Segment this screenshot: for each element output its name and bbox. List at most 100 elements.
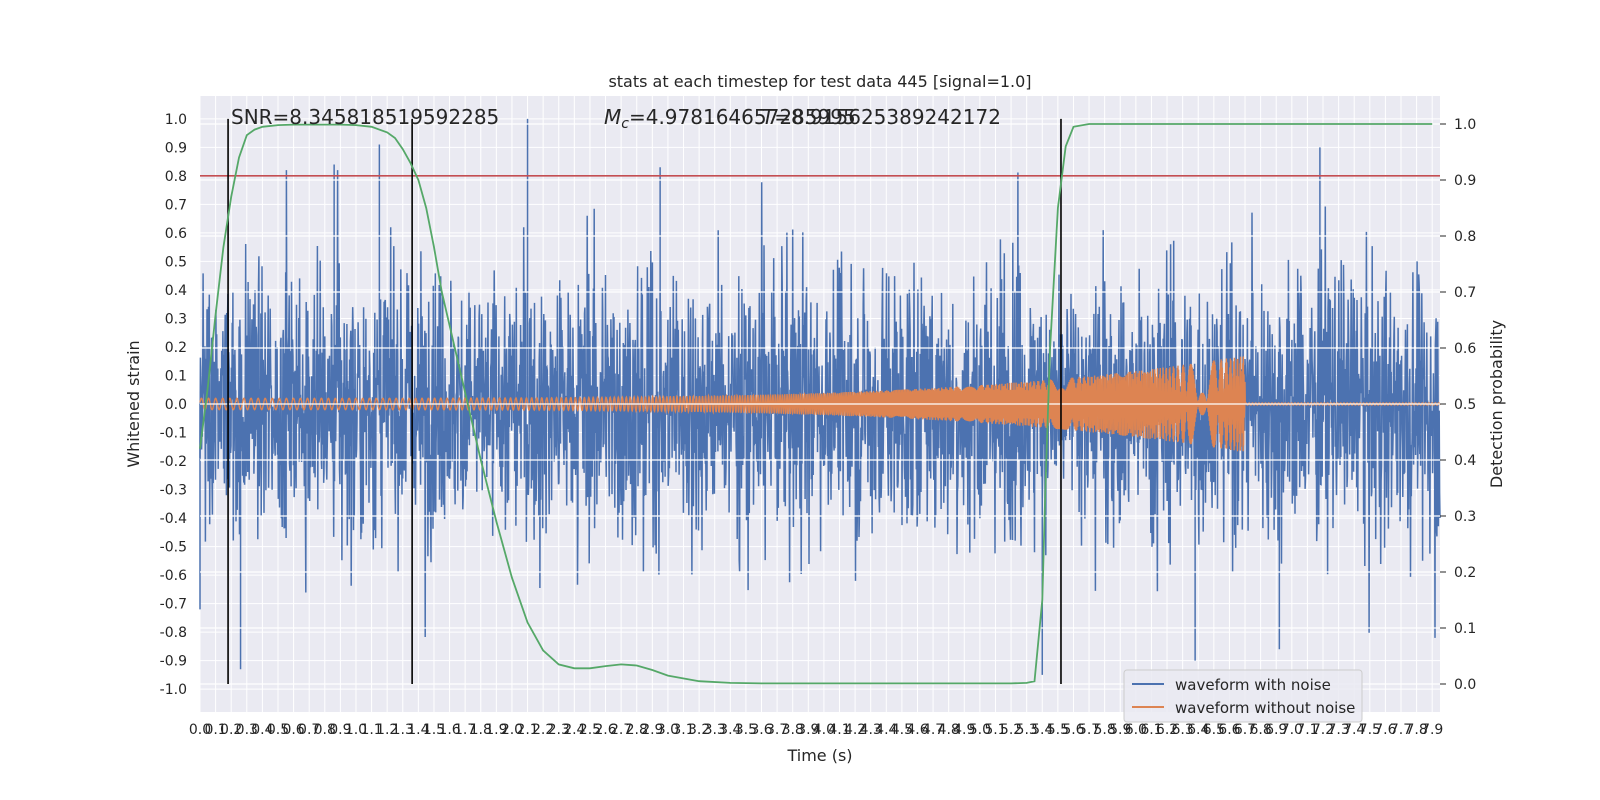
x-tick-label: 0.6 bbox=[282, 722, 304, 738]
x-tick-label: 4.0 bbox=[813, 722, 835, 738]
y-right-tick-label: 0.7 bbox=[1454, 285, 1476, 301]
t-annotation: T=8.915625389242172 bbox=[762, 105, 1001, 129]
y-right-tick-label: 0.0 bbox=[1454, 677, 1476, 693]
y-tick-label: 0.3 bbox=[165, 311, 187, 327]
x-tick-label: 1.4 bbox=[407, 722, 429, 738]
x-tick-label: 1.9 bbox=[485, 722, 507, 738]
legend-label-noisy: waveform with noise bbox=[1175, 676, 1331, 694]
x-tick-label: 0.1 bbox=[204, 722, 226, 738]
x-tick-label: 3.6 bbox=[750, 722, 772, 738]
x-tick-label: 1.2 bbox=[376, 722, 398, 738]
y-tick-label: -0.4 bbox=[160, 511, 187, 527]
x-tick-label: 1.6 bbox=[438, 722, 460, 738]
detection-probability-line bbox=[199, 123, 1433, 685]
x-tick-label: 0.8 bbox=[314, 722, 336, 738]
series-layer bbox=[199, 118, 1441, 675]
x-tick-label: 6.3 bbox=[1172, 722, 1194, 738]
x-tick-label: 3.4 bbox=[719, 722, 741, 738]
x-tick-label: 7.3 bbox=[1327, 722, 1349, 738]
y-right-tick-label: 0.2 bbox=[1454, 565, 1476, 581]
y-tick-label: -0.2 bbox=[160, 454, 187, 470]
x-tick-label: 7.2 bbox=[1312, 722, 1334, 738]
x-tick-label: 6.4 bbox=[1187, 722, 1209, 738]
x-tick-label: 1.7 bbox=[454, 722, 476, 738]
y-axis-label: Whitened strain bbox=[124, 340, 143, 467]
overlay-layer bbox=[199, 118, 1440, 685]
x-tick-label: 3.9 bbox=[797, 722, 819, 738]
x-tick-label: 4.2 bbox=[844, 722, 866, 738]
y-tick-label: 0.5 bbox=[165, 254, 187, 270]
y-tick-label: -0.9 bbox=[160, 654, 187, 670]
x-tick-label: 3.7 bbox=[766, 722, 788, 738]
x-tick-label: 4.7 bbox=[922, 722, 944, 738]
x-tick-label: 3.3 bbox=[704, 722, 726, 738]
y-axis-right-label: Detection probability bbox=[1487, 320, 1506, 488]
y-tick-label: 0.1 bbox=[165, 368, 187, 384]
y-tick-label: 0.7 bbox=[165, 197, 187, 213]
legend-label-clean: waveform without noise bbox=[1175, 699, 1355, 717]
x-tick-label: 7.9 bbox=[1421, 722, 1443, 738]
x-tick-label: 4.3 bbox=[860, 722, 882, 738]
y-tick-label: 0.2 bbox=[165, 340, 187, 356]
x-tick-label: 2.0 bbox=[501, 722, 523, 738]
y-right-tick-label: 0.8 bbox=[1454, 229, 1476, 245]
x-tick-label: 6.1 bbox=[1140, 722, 1162, 738]
x-tick-label: 7.8 bbox=[1405, 722, 1427, 738]
x-tick-label: 5.4 bbox=[1031, 722, 1053, 738]
y-tick-label: -0.5 bbox=[160, 540, 187, 556]
x-tick-label: 1.8 bbox=[470, 722, 492, 738]
y-tick-label: 0.6 bbox=[165, 226, 187, 242]
x-tick-label: 5.2 bbox=[1000, 722, 1022, 738]
x-tick-label: 7.4 bbox=[1343, 722, 1365, 738]
x-tick-label: 3.2 bbox=[688, 722, 710, 738]
x-tick-label: 6.5 bbox=[1203, 722, 1225, 738]
y-tick-label: 0.0 bbox=[165, 397, 187, 413]
x-tick-label: 3.1 bbox=[672, 722, 694, 738]
x-tick-label: 5.0 bbox=[969, 722, 991, 738]
x-tick-label: 6.7 bbox=[1234, 722, 1256, 738]
x-tick-label: 3.8 bbox=[782, 722, 804, 738]
x-tick-label: 3.0 bbox=[657, 722, 679, 738]
x-tick-label: 7.7 bbox=[1390, 722, 1412, 738]
x-tick-label: 0.5 bbox=[267, 722, 289, 738]
x-tick-label: 6.0 bbox=[1125, 722, 1147, 738]
x-tick-label: 4.1 bbox=[828, 722, 850, 738]
x-tick-label: 1.3 bbox=[392, 722, 414, 738]
y-tick-label: -0.1 bbox=[160, 426, 187, 442]
x-tick-label: 2.4 bbox=[563, 722, 585, 738]
x-tick-label: 1.1 bbox=[360, 722, 382, 738]
x-tick-label: 6.9 bbox=[1265, 722, 1287, 738]
y-right-tick-label: 0.9 bbox=[1454, 173, 1476, 189]
x-axis-label: Time (s) bbox=[786, 746, 852, 765]
x-tick-label: 6.8 bbox=[1249, 722, 1271, 738]
x-tick-label: 2.9 bbox=[641, 722, 663, 738]
mc-symbol: M bbox=[604, 105, 621, 129]
x-tick-label: 3.5 bbox=[735, 722, 757, 738]
y-right-tick-label: 0.3 bbox=[1454, 509, 1476, 525]
y-tick-label: -0.3 bbox=[160, 483, 187, 499]
x-tick-label: 2.8 bbox=[626, 722, 648, 738]
y-tick-label: 0.9 bbox=[165, 140, 187, 156]
x-tick-label: 5.6 bbox=[1062, 722, 1084, 738]
y-right-tick-label: 0.6 bbox=[1454, 341, 1476, 357]
snr-annotation: SNR=8.345818519592285 bbox=[231, 105, 499, 129]
x-tick-label: 7.1 bbox=[1296, 722, 1318, 738]
x-tick-label: 5.1 bbox=[984, 722, 1006, 738]
y-tick-label: -0.6 bbox=[160, 568, 187, 584]
mc-annotation: Mc=4.978164657285995 bbox=[604, 105, 856, 132]
legend-box bbox=[1123, 669, 1363, 723]
x-tick-label: 1.0 bbox=[345, 722, 367, 738]
x-tick-label: 2.1 bbox=[516, 722, 538, 738]
x-tick-label: 5.9 bbox=[1109, 722, 1131, 738]
x-tick-label: 5.8 bbox=[1094, 722, 1116, 738]
x-tick-label: 4.5 bbox=[891, 722, 913, 738]
x-tick-label: 2.2 bbox=[532, 722, 554, 738]
y-right-tick-label: 0.4 bbox=[1454, 453, 1476, 469]
y-tick-label: -0.8 bbox=[160, 625, 187, 641]
mc-subscript: c bbox=[621, 116, 629, 132]
x-tick-label: 4.4 bbox=[875, 722, 897, 738]
x-tick-label: 2.7 bbox=[610, 722, 632, 738]
y-right-tick-label: 0.1 bbox=[1454, 621, 1476, 637]
y-tick-label: 0.4 bbox=[165, 283, 187, 299]
